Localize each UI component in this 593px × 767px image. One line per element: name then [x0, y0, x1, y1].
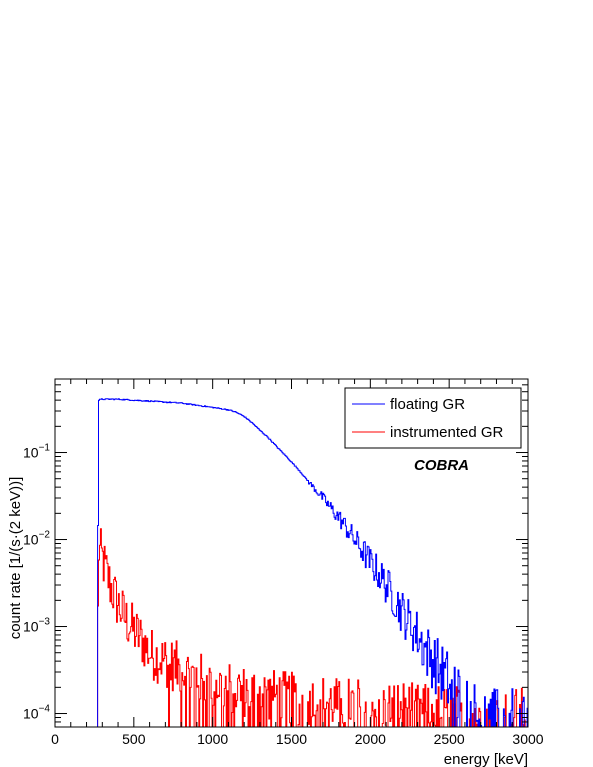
y-tick-exponent: −4	[39, 704, 51, 715]
legend: floating GR instrumented GR	[344, 387, 522, 449]
y-tick-exponent: −2	[39, 530, 51, 541]
cobra-annotation: COBRA	[414, 457, 469, 474]
x-tick-label: 1000	[197, 731, 228, 747]
x-tick-label: 1500	[276, 731, 307, 747]
x-tick-label: 2000	[355, 731, 386, 747]
legend-box	[344, 387, 522, 449]
legend-label-instrumented: instrumented GR	[390, 424, 504, 441]
y-axis-title: count rate [1/(s·(2 keV))]	[7, 477, 24, 640]
series-line-instrumented	[55, 528, 528, 728]
y-tick-exponent: −3	[39, 617, 51, 628]
x-tick-label: 2500	[434, 731, 465, 747]
y-tick-base: 10	[23, 706, 39, 722]
y-tick-base: 10	[23, 445, 39, 461]
y-tick-base: 10	[23, 619, 39, 635]
x-axis-title: energy [keV]	[444, 751, 528, 767]
y-tick-label: 10−3	[23, 617, 50, 635]
y-tick-label: 10−2	[23, 530, 50, 548]
legend-label-floating: floating GR	[390, 396, 465, 413]
y-tick-exponent: −1	[39, 443, 51, 454]
x-tick-label: 3000	[512, 731, 543, 747]
x-tick-label: 500	[122, 731, 146, 747]
series-line-floating	[55, 398, 528, 728]
x-tick-label: 0	[51, 731, 59, 747]
y-tick-label: 10−4	[23, 704, 50, 722]
y-tick-label: 10−1	[23, 443, 50, 461]
y-tick-base: 10	[23, 532, 39, 548]
